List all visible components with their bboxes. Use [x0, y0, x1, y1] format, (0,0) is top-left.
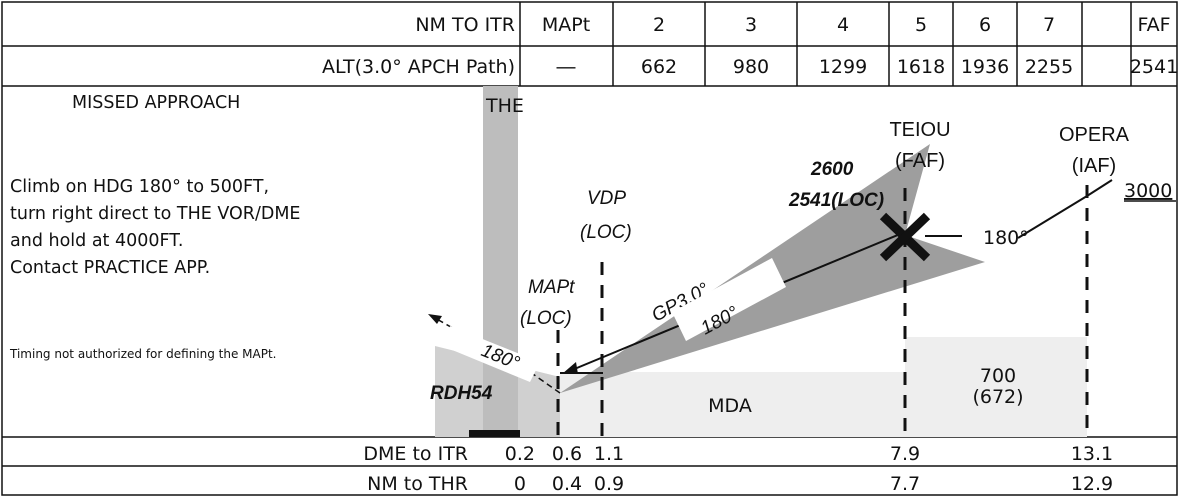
- alt-apch-path-label: ALT(3.0° APCH Path): [322, 56, 515, 78]
- alt-5nm: 1618: [897, 56, 945, 78]
- course-label-box: [672, 258, 786, 341]
- teiou-name: TEIOU: [889, 119, 950, 141]
- header-mapt: MAPt: [542, 14, 590, 36]
- alt-2nm: 662: [641, 56, 677, 78]
- header-nm-4: 4: [837, 14, 849, 36]
- opera-name: OPERA: [1059, 124, 1130, 146]
- mda-area: [560, 372, 905, 437]
- thr-value-4: 7.7: [890, 473, 920, 495]
- dme-value-4: 7.9: [890, 443, 920, 465]
- step-altitude-agl: (672): [972, 386, 1023, 408]
- thr-value-2: 0.4: [552, 473, 582, 495]
- vdp-label: VDP: [587, 188, 626, 209]
- teiou-role: (FAF): [895, 150, 945, 172]
- missed-path-arrowhead: [428, 314, 442, 324]
- runway-bar: [469, 430, 520, 437]
- mda-label: MDA: [708, 395, 752, 417]
- dme-value-1: 0.2: [505, 443, 535, 465]
- alt-faf: 2541: [1130, 56, 1178, 78]
- dme-value-2: 0.6: [552, 443, 582, 465]
- header-nm-7: 7: [1043, 14, 1055, 36]
- dme-to-itr-label: DME to ITR: [363, 443, 468, 465]
- step-altitude: 700: [980, 365, 1016, 387]
- the-vor-bar: [483, 86, 518, 437]
- alt-3nm: 980: [733, 56, 769, 78]
- mapt-loc-label: (LOC): [520, 308, 572, 329]
- alt-mapt: ―: [557, 56, 576, 78]
- header-nm-3: 3: [745, 14, 757, 36]
- dme-value-3: 1.1: [594, 443, 624, 465]
- nm-to-itr-label: NM TO ITR: [415, 14, 515, 36]
- the-vor-label: THE: [485, 95, 524, 117]
- faf-altitude-top: 2600: [810, 159, 854, 180]
- mapt-label: MAPt: [528, 277, 575, 298]
- glide-path-arrowhead: [562, 362, 578, 374]
- header-nm-6: 6: [979, 14, 991, 36]
- thr-value-1: 0: [514, 473, 526, 495]
- missed-label-box: [445, 326, 540, 382]
- alt-6nm: 1936: [961, 56, 1009, 78]
- opera-role: (IAF): [1072, 155, 1116, 177]
- rdh-label: RDH54: [430, 383, 493, 404]
- obstacle-areas: [435, 337, 1087, 437]
- missed-line-2: turn right direct to THE VOR/DME: [10, 204, 301, 224]
- iaf-altitude: 3000: [1124, 180, 1172, 202]
- missed-line-4: Contact PRACTICE APP.: [10, 258, 210, 278]
- iaf-track-line: [1017, 179, 1113, 239]
- dme-value-5: 13.1: [1071, 443, 1113, 465]
- alt-4nm: 1299: [819, 56, 867, 78]
- timing-note: Timing not authorized for defining the M…: [9, 347, 277, 361]
- header-faf: FAF: [1137, 14, 1170, 36]
- alt-7nm: 2255: [1025, 56, 1073, 78]
- faf-altitude-loc: 2541(LOC): [788, 190, 884, 211]
- missed-approach-title: MISSED APPROACH: [72, 93, 240, 113]
- thr-value-3: 0.9: [594, 473, 624, 495]
- missed-line-1: Climb on HDG 180° to 500FT,: [10, 177, 269, 197]
- step-area: [905, 337, 1087, 437]
- thr-value-5: 12.9: [1071, 473, 1113, 495]
- missed-line-3: and hold at 4000FT.: [10, 231, 183, 251]
- nm-to-thr-label: NM to THR: [367, 473, 468, 495]
- fix-lines: [556, 185, 1089, 437]
- header-nm-5: 5: [915, 14, 927, 36]
- faf-cross-marker: [879, 212, 931, 262]
- header-nm-2: 2: [653, 14, 665, 36]
- inbound-heading-label: 180°: [983, 227, 1029, 249]
- vdp-loc-label: (LOC): [580, 222, 632, 243]
